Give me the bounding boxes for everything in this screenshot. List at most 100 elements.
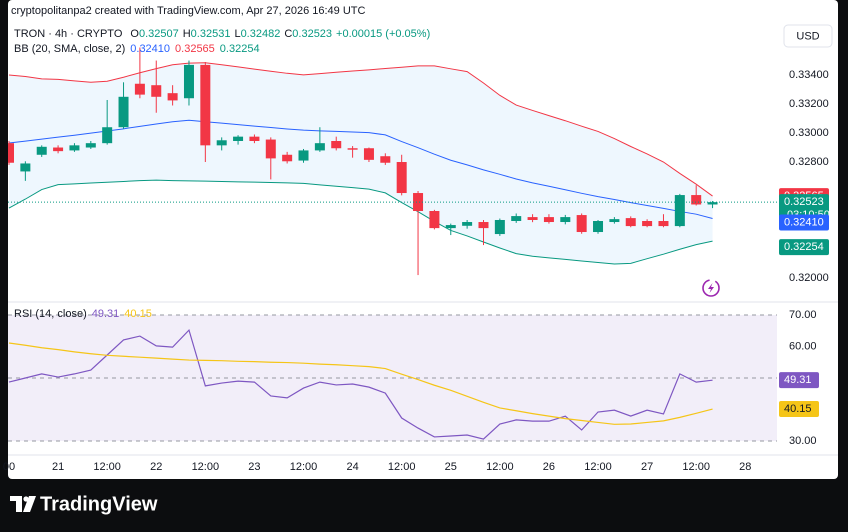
candle-body (543, 217, 554, 223)
y-tick-label: 0.32000 (789, 272, 829, 284)
legend-key: H (183, 28, 191, 40)
x-tick-label: 12:00 (682, 461, 710, 473)
bb-basis-badge: 0.32410 (784, 216, 824, 228)
y-tick-label: 70.00 (789, 309, 817, 321)
legend-symbol: TRON · 4h · CRYPTO (14, 28, 123, 40)
logo-dot (23, 496, 29, 502)
candle-body (380, 156, 391, 163)
x-tick-label: 00 (3, 461, 15, 473)
chart-layer: 0.33400 0.33200 0.33000 0.32800 0.32000 70.00… (3, 28, 830, 473)
candle-body (413, 193, 424, 212)
x-tick-label: 12:00 (290, 461, 318, 473)
x-tick-label: 24 (346, 461, 358, 473)
legend-ohlc: TRON · 4h · CRYPTO O0.32507 H0.32531 L0.324… (14, 28, 430, 40)
panel (8, 0, 838, 479)
legend-rsi-label: RSI (14, close) (14, 308, 87, 320)
candle-body (282, 154, 293, 162)
candle-body (674, 195, 685, 227)
candle-body (151, 85, 162, 97)
candle-body (445, 225, 456, 229)
x-tick-label: 27 (641, 461, 653, 473)
candle-body (478, 222, 489, 229)
legend-key: O (130, 28, 139, 40)
legend-value: 0.32531 (191, 28, 231, 40)
candle-body (167, 93, 178, 101)
candle-body (233, 136, 244, 141)
candle-body (642, 221, 653, 227)
rsi-badge: 40.15 (784, 403, 812, 415)
rsi-badge-bg (779, 401, 819, 418)
rsi-pane (8, 314, 777, 442)
candle-body (494, 219, 505, 235)
bb-fill (9, 62, 713, 265)
x-tick-label: 26 (543, 461, 555, 473)
candle-body (53, 147, 64, 152)
bb-line (8, 119, 713, 220)
legend-key: L (234, 28, 240, 40)
candle-body (183, 64, 194, 99)
candle-body (527, 217, 538, 220)
candle-body (363, 148, 374, 160)
rsi-line (8, 328, 713, 440)
rsi-badge: 49.31 (784, 374, 812, 386)
price-pane (8, 47, 777, 276)
legend-bb-label: BB (20, SMA, close, 2) (14, 43, 125, 55)
bb-line (8, 179, 713, 265)
legend-bb-value: 0.32410 (130, 43, 170, 55)
candle-body (707, 202, 718, 205)
candle-body (658, 221, 669, 227)
candle-body (462, 222, 473, 226)
candle-body (85, 143, 96, 148)
x-tick-label: 28 (739, 461, 751, 473)
candle-body (134, 83, 145, 95)
candle-body (347, 148, 358, 150)
currency-button[interactable] (783, 24, 833, 48)
legend-value: 0.32523 (292, 28, 332, 40)
legend-value: 0.32482 (241, 28, 281, 40)
icon-ring[interactable] (702, 279, 720, 297)
candle-body (396, 162, 407, 194)
candle-body (216, 140, 227, 146)
x-tick-label: 12:00 (93, 461, 121, 473)
candle-body (511, 216, 522, 222)
rsi-badge-bg (779, 372, 819, 389)
bb-lower-badge-bg (779, 239, 829, 256)
x-tick-label: 25 (445, 461, 457, 473)
brand-logo (10, 496, 36, 512)
candle-body (249, 136, 260, 141)
candle-body (560, 217, 571, 223)
candle-body (314, 143, 325, 151)
x-tick-label: 22 (150, 461, 162, 473)
replay-icon[interactable] (702, 279, 720, 297)
logo-slash (23, 496, 36, 512)
legend-rsi-value: 40.15 (124, 308, 152, 320)
legend-change: +0.00015 (+0.05%) (336, 28, 430, 40)
candle-body (118, 96, 129, 128)
rsi-line (8, 342, 713, 425)
y-tick-label: 0.33000 (789, 127, 829, 139)
bb-basis-badge-bg (779, 214, 829, 231)
legend-rsi: RSI (14, close) 49.31 40.15 (14, 308, 152, 320)
x-tick-label: 12:00 (192, 461, 220, 473)
candle-body (36, 146, 47, 155)
legend-bb: BB (20, SMA, close, 2) 0.32410 0.32565 0.32… (14, 43, 260, 55)
legend-bb-value: 0.32254 (220, 43, 260, 55)
legend-rsi-value: 49.31 (92, 308, 120, 320)
candle-body (625, 218, 636, 227)
x-tick-label: 21 (52, 461, 64, 473)
currency[interactable]: USD (796, 30, 819, 42)
candle-body (429, 211, 440, 229)
x-tick-label: 12:00 (388, 461, 416, 473)
y-tick-label: 0.33400 (789, 69, 829, 81)
y-tick-label: 0.32800 (789, 156, 829, 168)
x-tick-label: 23 (248, 461, 260, 473)
y-tick-label: 0.33200 (789, 98, 829, 110)
logo-mark (10, 496, 22, 512)
candle-body (102, 127, 113, 144)
candle-body (593, 221, 604, 233)
icon-bolt[interactable] (708, 283, 714, 293)
candle-body (69, 145, 80, 151)
y-tick-label: 60.00 (789, 340, 817, 352)
header: cryptopolitanpa2 created with TradingVie… (11, 5, 366, 17)
